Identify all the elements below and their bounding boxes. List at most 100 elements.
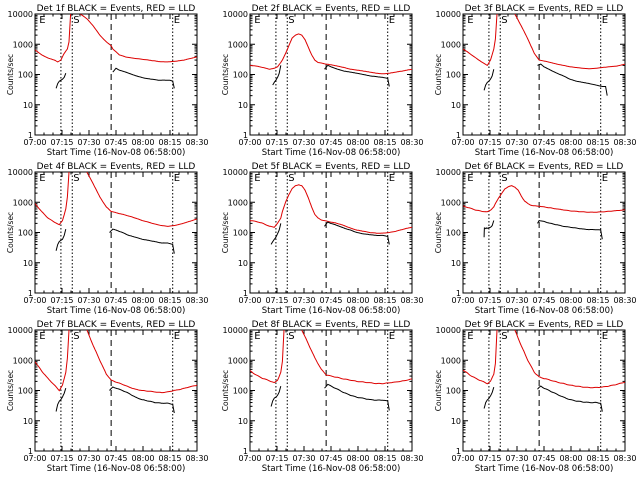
x-tick-label: 08:15 (158, 296, 181, 305)
series-group (35, 14, 197, 89)
time-marker-label: E (389, 173, 395, 184)
series-group (35, 330, 197, 414)
y-axis-label: Counts/sec (434, 212, 443, 253)
time-marker-label: E (254, 173, 260, 184)
panel-title: Det 9f BLACK = Events, RED = LLD (465, 320, 624, 330)
series-group (463, 330, 625, 412)
panel-det-1f: Det 1f BLACK = Events, RED = LLD 1 10 100 10… (6, 4, 209, 158)
x-tick-label: 08:00 (131, 296, 154, 305)
x-tick-label: 07:15 (265, 454, 288, 463)
x-tick-label: 08:00 (346, 454, 369, 463)
y-tick-label: 10 (238, 101, 248, 110)
time-marker-label: E (602, 331, 608, 342)
x-tick-label: 08:15 (373, 296, 396, 305)
panel-title: Det 6f BLACK = Events, RED = LLD (465, 162, 624, 172)
y-tick-label: 1000 (228, 198, 248, 207)
panel-title: Det 3f BLACK = Events, RED = LLD (465, 4, 624, 14)
y-tick-label: 10000 (8, 168, 33, 177)
y-axis-label: Counts/sec (221, 54, 230, 95)
y-tick-label: 10000 (8, 10, 33, 19)
series-line-lld (301, 330, 412, 385)
y-tick-label: 1000 (441, 356, 461, 365)
series-line-lld (80, 14, 197, 63)
series-line-events (109, 386, 175, 414)
y-tick-label: 1000 (13, 198, 33, 207)
x-tick-label: 07:45 (104, 454, 127, 463)
time-marker-label: S (73, 173, 79, 184)
y-tick-label: 100 (233, 387, 248, 396)
y-tick-label: 10 (238, 417, 248, 426)
x-tick-label: 08:30 (613, 454, 636, 463)
x-tick-label: 07:00 (451, 454, 474, 463)
time-marker-label: S (501, 173, 507, 184)
x-tick-label: 07:00 (23, 454, 46, 463)
y-tick-label: 100 (446, 387, 461, 396)
series-line-events (324, 221, 390, 245)
series-line-lld (86, 172, 197, 227)
y-axis-label: Counts/sec (6, 54, 15, 95)
y-tick-label: 1 (456, 447, 461, 456)
x-tick-label: 07:30 (292, 296, 315, 305)
time-marker-label: E (467, 173, 473, 184)
x-axis-label: Start Time (16-Nov-08 06:58:00) (47, 148, 186, 158)
series-line-lld (35, 330, 70, 392)
time-marker-label: E (174, 15, 180, 26)
y-tick-label: 1 (456, 131, 461, 140)
y-tick-label: 1000 (13, 40, 33, 49)
panel-title: Det 1f BLACK = Events, RED = LLD (37, 4, 196, 14)
x-tick-label: 08:30 (185, 138, 208, 147)
y-axis-label: Counts/sec (221, 212, 230, 253)
y-axis-label: Counts/sec (221, 370, 230, 411)
series-line-events (483, 69, 495, 91)
time-marker-label: E (254, 331, 260, 342)
series-group (250, 184, 412, 245)
time-marker-label: E (389, 331, 395, 342)
time-marker-label: S (73, 331, 79, 342)
time-marker-label: S (288, 331, 294, 342)
series-line-events (537, 220, 603, 240)
x-tick-label: 07:30 (77, 296, 100, 305)
x-tick-label: 08:30 (613, 296, 636, 305)
x-tick-label: 07:15 (50, 454, 73, 463)
x-tick-label: 07:45 (532, 138, 555, 147)
x-tick-label: 07:00 (451, 296, 474, 305)
x-tick-label: 07:00 (23, 138, 46, 147)
y-tick-label: 10000 (436, 326, 461, 335)
y-tick-label: 1 (243, 289, 248, 298)
y-tick-label: 100 (446, 229, 461, 238)
x-tick-label: 08:30 (185, 296, 208, 305)
y-tick-label: 1 (243, 447, 248, 456)
panel-det-7f: Det 7f BLACK = Events, RED = LLD 1 10 100 10… (6, 320, 209, 474)
x-axis-label: Start Time (16-Nov-08 06:58:00) (475, 148, 614, 158)
time-marker-label: S (73, 15, 79, 26)
y-tick-label: 100 (18, 229, 33, 238)
x-tick-label: 07:45 (104, 138, 127, 147)
time-marker-label: E (39, 331, 45, 342)
time-marker-label: S (501, 15, 507, 26)
x-tick-label: 07:15 (50, 138, 73, 147)
series-line-lld (86, 330, 197, 394)
x-tick-label: 08:00 (131, 454, 154, 463)
x-tick-label: 08:00 (559, 454, 582, 463)
x-tick-label: 08:15 (158, 138, 181, 147)
y-tick-label: 100 (18, 71, 33, 80)
y-tick-label: 1000 (441, 40, 461, 49)
x-tick-label: 07:45 (532, 454, 555, 463)
x-tick-label: 07:30 (505, 454, 528, 463)
panel-det-8f: Det 8f BLACK = Events, RED = LLD 1 10 100 10… (221, 320, 424, 474)
y-tick-label: 10 (23, 101, 33, 110)
series-line-events (537, 385, 603, 412)
series-line-lld (463, 330, 498, 385)
x-tick-label: 07:45 (532, 296, 555, 305)
x-tick-label: 08:15 (158, 454, 181, 463)
series-line-lld (35, 172, 70, 226)
panel-title: Det 7f BLACK = Events, RED = LLD (37, 320, 196, 330)
series-line-lld (514, 14, 625, 70)
x-tick-label: 07:45 (319, 296, 342, 305)
y-tick-label: 10000 (436, 168, 461, 177)
panel-title: Det 8f BLACK = Events, RED = LLD (252, 320, 411, 330)
x-tick-label: 07:30 (77, 138, 100, 147)
x-tick-label: 07:30 (292, 454, 315, 463)
